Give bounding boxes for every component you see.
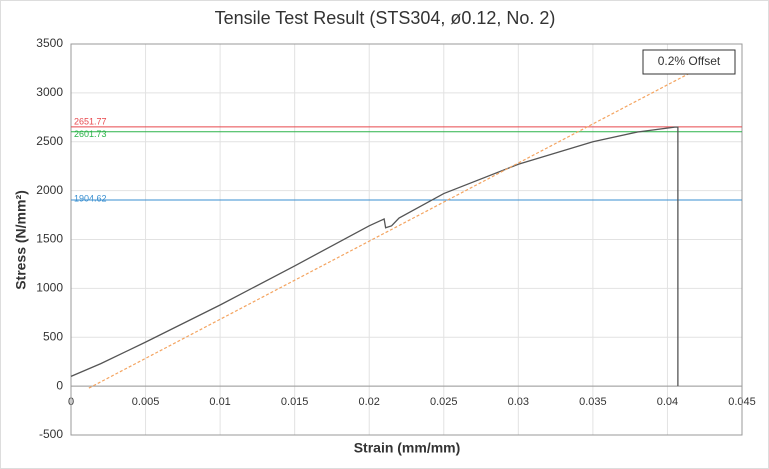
x-axis-label: Strain (mm/mm) <box>354 440 461 456</box>
x-tick-label: 0.01 <box>209 396 230 408</box>
plot-border <box>70 43 743 436</box>
offset-line <box>88 71 692 389</box>
y-tick-label: 2500 <box>36 134 63 148</box>
y-tick-label: 0 <box>56 378 63 392</box>
y-tick-label: 3000 <box>36 85 63 99</box>
y-axis-label: Stress (N/mm²) <box>13 190 29 290</box>
x-tick-label: 0.005 <box>132 396 160 408</box>
y-tick-label: 1500 <box>36 232 63 246</box>
x-tick-label: 0.025 <box>430 396 458 408</box>
legend-box <box>642 49 736 75</box>
y-tick-label: 2000 <box>36 183 63 197</box>
reference-label: 1904.62 <box>74 193 107 203</box>
y-tick-label: 1000 <box>36 281 63 295</box>
y-tick-label: 500 <box>43 329 63 343</box>
reference-label: 2601.73 <box>74 129 107 139</box>
chart-title: Tensile Test Result (STS304, ø0.12, No. … <box>215 8 556 28</box>
reference-label: 2651.77 <box>74 116 107 126</box>
x-tick-label: 0.035 <box>579 396 607 408</box>
y-tick-label: -500 <box>39 427 63 441</box>
x-tick-label: 0.015 <box>281 396 309 408</box>
x-tick-label: 0.02 <box>359 396 380 408</box>
stress-curve <box>70 126 679 387</box>
x-tick-label: 0.03 <box>508 396 529 408</box>
legend-label: 0.2% Offset <box>658 54 721 68</box>
x-tick-label: 0.04 <box>657 396 678 408</box>
y-tick-label: 3500 <box>36 36 63 50</box>
